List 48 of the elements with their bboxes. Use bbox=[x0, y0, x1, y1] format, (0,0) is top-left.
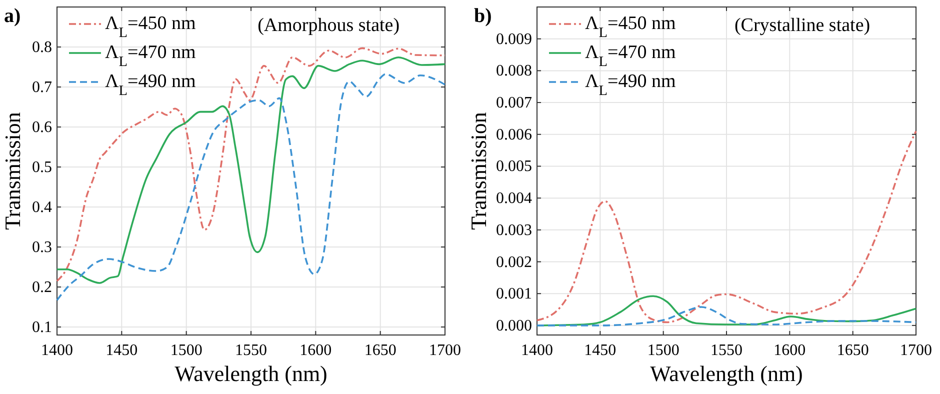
legend-label: Λ$_{L}$=450 nm bbox=[105, 13, 196, 41]
y-tick-label: 0.004 bbox=[496, 190, 532, 208]
y-tick-label: 0.007 bbox=[496, 94, 532, 112]
x-tick-label: 1500 bbox=[647, 342, 680, 359]
x-tick-label: 1650 bbox=[364, 342, 396, 359]
y-tick-label: 0.1 bbox=[32, 319, 52, 336]
y-tick-label: 0.8 bbox=[32, 39, 52, 56]
x-tick-label: 1450 bbox=[584, 342, 616, 359]
legend-label: Λ$_{L}$=450 nm bbox=[585, 13, 676, 41]
y-tick-label: 0.009 bbox=[496, 30, 532, 48]
y-tick-label: 0.008 bbox=[496, 62, 532, 80]
x-tick-label: 1700 bbox=[900, 342, 932, 359]
x-tick-label: 1400 bbox=[521, 342, 553, 359]
line-series bbox=[536, 130, 917, 324]
y-axis-title: Transmission bbox=[466, 112, 491, 230]
x-axis-title: Wavelength (nm) bbox=[650, 361, 803, 386]
y-tick-label: 0.6 bbox=[32, 119, 52, 136]
legend-label: Λ$_{L}$=490 nm bbox=[105, 71, 196, 99]
legend-label: Λ$_{L}$=470 nm bbox=[105, 42, 196, 70]
y-tick-label: 0.006 bbox=[496, 126, 532, 144]
y-tick-label: 0.001 bbox=[496, 286, 532, 303]
y-tick-label: 0.5 bbox=[32, 159, 52, 176]
x-tick-label: 1450 bbox=[106, 342, 138, 359]
chart-title: b) bbox=[474, 5, 492, 27]
x-tick-label: 1650 bbox=[836, 342, 869, 359]
y-axis-title: Transmission bbox=[0, 112, 25, 230]
y-tick-label: 0.7 bbox=[32, 79, 52, 96]
x-axis-title: Wavelength (nm) bbox=[174, 361, 328, 386]
line-series bbox=[536, 306, 917, 326]
y-tick-label: 0.002 bbox=[496, 254, 532, 271]
annotation: (Crystalline state) bbox=[734, 15, 870, 36]
x-tick-label: 1550 bbox=[710, 342, 742, 359]
legend-label: Λ$_{L}$=490 nm bbox=[585, 71, 676, 99]
chart-title: a) bbox=[4, 5, 21, 27]
y-tick-label: 0.005 bbox=[496, 158, 532, 176]
x-tick-label: 1500 bbox=[170, 342, 202, 359]
y-tick-label: 0.000 bbox=[496, 317, 532, 334]
y-tick-label: 0.003 bbox=[496, 222, 532, 239]
x-tick-label: 1600 bbox=[774, 342, 806, 359]
x-tick-label: 1600 bbox=[300, 342, 332, 359]
y-tick-label: 0.2 bbox=[32, 279, 52, 296]
y-tick-label: 0.3 bbox=[32, 239, 52, 256]
x-tick-label: 1700 bbox=[429, 342, 461, 359]
x-tick-label: 1400 bbox=[41, 342, 73, 359]
y-tick-label: 0.4 bbox=[32, 199, 52, 216]
annotation: (Amorphous state) bbox=[258, 15, 400, 36]
x-tick-label: 1550 bbox=[235, 342, 267, 359]
legend-label: Λ$_{L}$=470 nm bbox=[585, 42, 676, 70]
